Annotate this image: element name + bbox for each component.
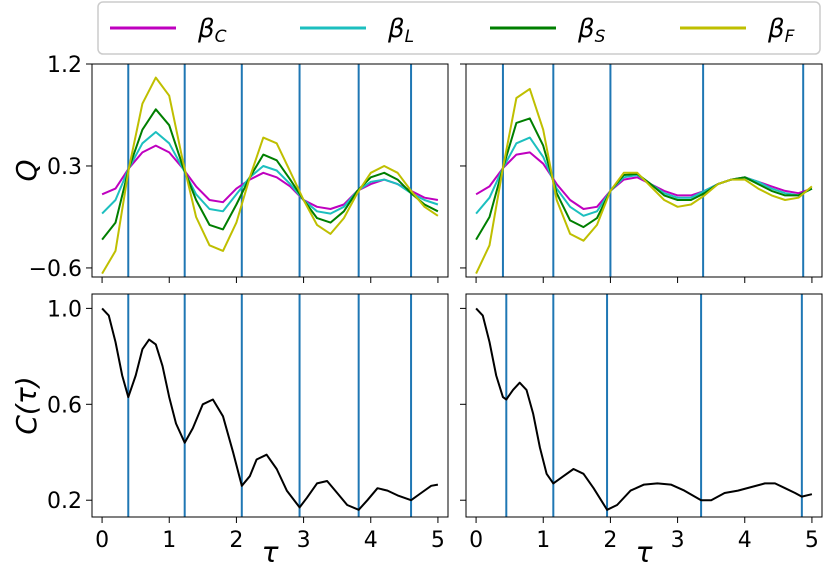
x-tick-label: 4: [738, 528, 752, 553]
series-line-βF: [101, 76, 439, 275]
axes-frame: [91, 293, 449, 518]
x-tick-label: 0: [469, 528, 483, 553]
x-tick-label: 3: [671, 528, 685, 553]
legend-label-sub: F: [785, 27, 795, 47]
y-tick-label: 0.6: [47, 393, 82, 418]
y-tick-label: 0.2: [47, 489, 82, 514]
series-line-βL: [101, 131, 439, 215]
y-tick-label: 0.3: [47, 155, 82, 180]
panels: −0.6 0.3 1.2 Q 0.2 0.6 1.0 0 1 2 3 4 5 τ C(τ) 0 1 2 3 4 5 τ: [10, 53, 823, 567]
axes-frame: [465, 63, 823, 278]
y-tick-label: 1.0: [47, 297, 82, 322]
x-axis-label: τ: [636, 536, 653, 567]
axes-frame: [91, 63, 449, 278]
panel-top-left: −0.6 0.3 1.2 Q: [10, 53, 449, 283]
y-tick-label: 1.2: [47, 53, 82, 78]
x-axis-label: τ: [262, 536, 279, 567]
legend-label-sub: S: [595, 27, 606, 47]
panel-bottom-left: 0.2 0.6 1.0 0 1 2 3 4 5 τ C(τ): [10, 293, 449, 567]
legend-frame: [97, 1, 821, 55]
legend-label-sub: C: [215, 27, 227, 47]
x-tick-label: 2: [229, 528, 243, 553]
axes-frame: [465, 293, 823, 518]
series-line-βF: [475, 87, 813, 275]
legend: βC βL βS βF: [97, 1, 821, 55]
series-line-βC: [101, 144, 439, 210]
x-tick-label: 3: [297, 528, 311, 553]
x-tick-label: 5: [805, 528, 819, 553]
panel-bottom-right: 0 1 2 3 4 5 τ: [460, 293, 823, 567]
y-axis-label: Q: [10, 159, 43, 181]
y-tick-label: −0.6: [29, 257, 82, 282]
y-axis-label: C(τ): [10, 376, 43, 434]
x-tick-label: 1: [536, 528, 550, 553]
series-line-C: [101, 307, 439, 511]
x-tick-label: 2: [603, 528, 617, 553]
series-line-βL: [475, 136, 813, 217]
panel-top-right: [460, 63, 823, 283]
x-tick-label: 0: [95, 528, 109, 553]
x-tick-label: 5: [431, 528, 445, 553]
series-line-C: [475, 307, 813, 511]
x-tick-label: 4: [364, 528, 378, 553]
series-line-βS: [101, 108, 439, 241]
legend-label-sub: L: [405, 27, 414, 47]
x-tick-label: 1: [162, 528, 176, 553]
